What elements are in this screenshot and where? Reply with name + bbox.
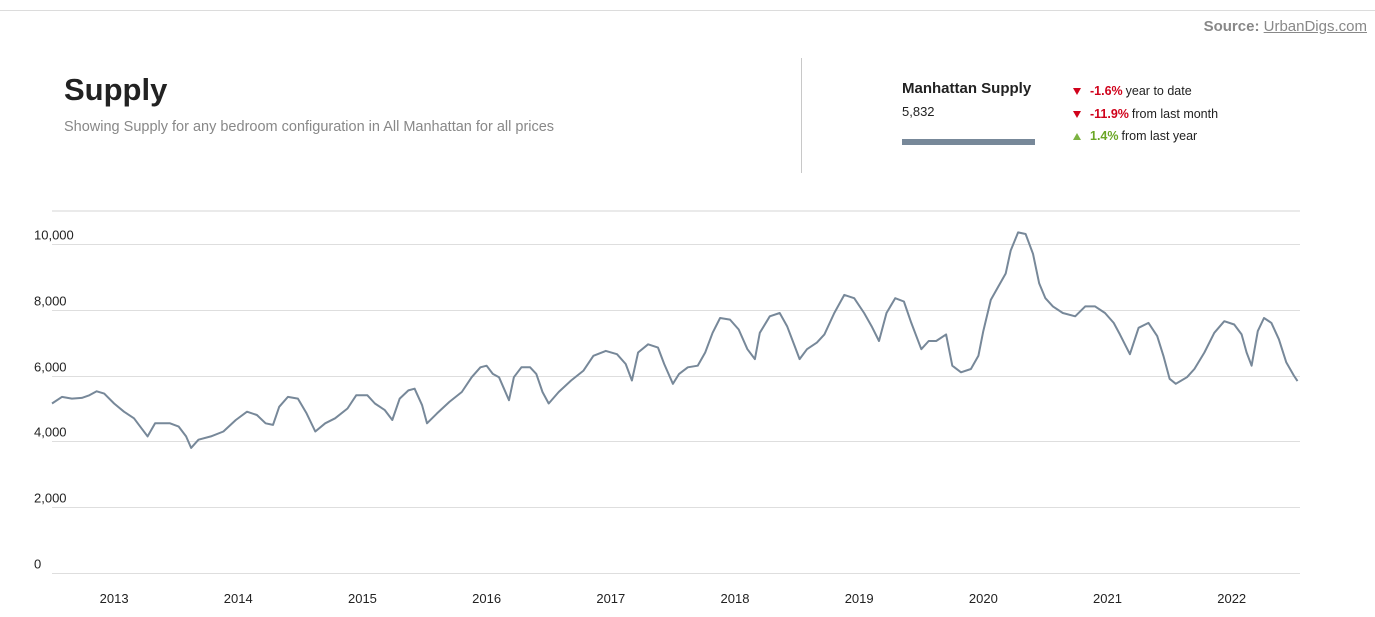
x-tick-label: 2013	[100, 591, 129, 606]
stat-year: 1.4% from last year	[1073, 129, 1218, 152]
series-title: Manhattan Supply	[902, 80, 1032, 97]
y-tick-label: 4,000	[34, 425, 67, 440]
x-tick-label: 2022	[1217, 591, 1246, 606]
series-legend-swatch	[902, 139, 1035, 145]
top-divider	[0, 10, 1375, 11]
up-arrow-icon	[1073, 133, 1081, 141]
header-divider	[801, 58, 802, 173]
down-arrow-icon	[1073, 88, 1081, 96]
x-tick-label: 2020	[969, 591, 998, 606]
y-tick-label: 10,000	[34, 228, 74, 243]
page-title: Supply	[64, 72, 168, 107]
x-tick-label: 2014	[224, 591, 253, 606]
x-tick-label: 2017	[596, 591, 625, 606]
y-tick-label: 6,000	[34, 360, 67, 375]
y-tick-label: 2,000	[34, 491, 67, 506]
y-tick-label: 8,000	[34, 294, 67, 309]
page-subtitle: Showing Supply for any bedroom configura…	[64, 119, 555, 135]
x-tick-label: 2019	[845, 591, 874, 606]
down-arrow-icon	[1073, 110, 1081, 118]
stat-ytd: -1.6% year to date	[1073, 84, 1218, 107]
source-link[interactable]: UrbanDigs.com	[1263, 18, 1367, 35]
x-tick-label: 2021	[1093, 591, 1122, 606]
stat-pct: -11.9%	[1090, 106, 1129, 121]
y-tick-label: 0	[34, 557, 41, 572]
stat-label: from last month	[1131, 106, 1219, 121]
stat-month: -11.9% from last month	[1073, 107, 1218, 130]
stat-label: year to date	[1125, 84, 1192, 98]
source-label: Source:	[1203, 18, 1260, 35]
stat-pct: -1.6%	[1090, 84, 1123, 98]
change-stats: -1.6% year to date -11.9% from last month …	[1073, 84, 1218, 152]
x-tick-label: 2016	[472, 591, 501, 606]
source-credit: Source: UrbanDigs.com	[1204, 18, 1367, 35]
stat-pct: 1.4%	[1090, 129, 1119, 143]
series-current-value: 5,832	[902, 104, 935, 119]
x-tick-label: 2018	[721, 591, 750, 606]
supply-series-line	[51, 231, 1299, 449]
stat-label: from last year	[1121, 129, 1198, 143]
x-tick-label: 2015	[348, 591, 377, 606]
